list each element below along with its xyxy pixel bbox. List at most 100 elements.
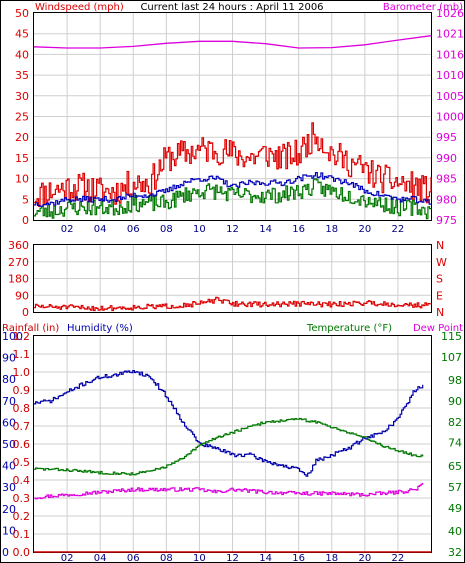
y-tick-label-rainfall: 0.1	[13, 528, 31, 541]
y-tick-label-rainfall: 0.4	[13, 474, 31, 487]
x-tick-label: 18	[325, 553, 338, 563]
y-tick-label-temperature: 90	[448, 395, 462, 408]
y-tick-label-barometer: 980	[436, 193, 457, 206]
y-tick-label-rainfall: 1.2	[13, 330, 31, 343]
y-tick-label-windspeed: 10	[15, 173, 29, 186]
y-tick-label-barometer: 975	[436, 214, 457, 227]
x-tick-label: 18	[325, 224, 338, 235]
y-tick-label-compass: N	[436, 306, 444, 319]
y-tick-label-windspeed: 30	[15, 90, 29, 103]
y-tick-label-humidity: 30	[2, 481, 16, 494]
y-tick-label-direction: 180	[8, 273, 29, 286]
direction-grid	[34, 245, 431, 312]
series-line-windspeed-lull	[34, 178, 432, 220]
y-tick-label-rainfall: 0.9	[13, 384, 31, 397]
series-line-temperature	[34, 417, 424, 476]
y-tick-label-rainfall: 0.6	[13, 438, 31, 451]
x-tick-label: 14	[259, 224, 272, 235]
y-tick-label-barometer: 1016	[436, 48, 464, 61]
y-tick-label-barometer: 995	[436, 131, 457, 144]
y-tick-label-windspeed: 50	[15, 7, 29, 20]
y-tick-label-barometer: 985	[436, 173, 457, 186]
y-tick-label-barometer: 1010	[436, 69, 464, 82]
x-tick-label: 16	[292, 224, 305, 235]
y-tick-label-windspeed: 40	[15, 48, 29, 61]
y-tick-label-humidity: 10	[2, 524, 16, 537]
x-tick-label: 10	[193, 224, 206, 235]
y-tick-label-barometer: 990	[436, 152, 457, 165]
y-tick-label-humidity: 90	[2, 352, 16, 365]
series-line-barometer	[33, 35, 432, 49]
y-tick-label-temperature: 107	[441, 351, 462, 364]
y-tick-label-windspeed: 15	[15, 152, 29, 165]
y-tick-label-rainfall: 0.7	[13, 420, 31, 433]
x-tick-label: 10	[193, 553, 206, 563]
y-tick-label-barometer: 1021	[436, 28, 464, 41]
y-tick-label-temperature: 40	[448, 525, 462, 538]
y-tick-label-temperature: 57	[448, 481, 462, 494]
series-line-windspeed-gust	[34, 122, 432, 207]
y-tick-label-barometer: 1005	[436, 90, 464, 103]
y-tick-label-windspeed: 0	[22, 214, 29, 227]
y-tick-label-compass: S	[436, 273, 443, 286]
y-tick-label-rainfall: 0.5	[13, 456, 31, 469]
series-line-dew-point	[34, 482, 424, 500]
x-tick-label: 12	[226, 224, 239, 235]
x-tick-label: 08	[160, 224, 173, 235]
rainfall-axis-label: Rainfall (in)	[2, 323, 59, 334]
y-tick-label-direction: 0	[22, 306, 29, 319]
y-tick-label-direction: 360	[8, 239, 29, 252]
y-tick-label-humidity: 50	[2, 438, 16, 451]
y-tick-label-temperature: 98	[448, 374, 462, 387]
x-tick-label: 04	[94, 224, 107, 235]
barometer-axis-label: Barometer (mb)	[383, 2, 463, 13]
series-line-windspeed-average	[34, 172, 432, 207]
x-tick-label: 12	[226, 553, 239, 563]
y-tick-label-temperature: 115	[441, 330, 462, 343]
y-tick-label-rainfall: 0.3	[13, 492, 31, 505]
x-tick-label: 22	[392, 224, 405, 235]
y-tick-label-humidity: 0	[2, 546, 9, 559]
x-tick-label: 20	[358, 553, 371, 563]
x-tick-label: 14	[259, 553, 272, 563]
x-tick-label: 06	[127, 553, 140, 563]
y-tick-label-windspeed: 5	[22, 193, 29, 206]
x-tick-label: 02	[61, 224, 74, 235]
y-tick-label-barometer: 1000	[436, 111, 464, 124]
y-tick-label-direction: 90	[15, 289, 29, 302]
x-tick-label: 02	[61, 553, 74, 563]
y-tick-label-rainfall: 0.0	[13, 546, 31, 559]
y-tick-label-windspeed: 25	[15, 111, 29, 124]
y-tick-label-humidity: 20	[2, 503, 16, 516]
x-tick-label: 06	[127, 224, 140, 235]
y-tick-label-compass: W	[436, 256, 447, 269]
x-tick-label: 20	[358, 224, 371, 235]
humidity-axis-label: Humidity (%)	[67, 323, 133, 334]
y-tick-label-temperature: 65	[448, 460, 462, 473]
y-tick-label-barometer: 1026	[436, 7, 464, 20]
y-tick-label-windspeed: 20	[15, 131, 29, 144]
y-tick-label-direction: 270	[8, 256, 29, 269]
dewpoint-axis-label: Dew Point	[413, 323, 463, 334]
y-tick-label-humidity: 70	[2, 395, 16, 408]
y-tick-label-rainfall: 0.8	[13, 402, 31, 415]
y-tick-label-compass: E	[436, 289, 443, 302]
x-tick-label: 16	[292, 553, 305, 563]
rain-humidity-temperature-series	[34, 370, 431, 553]
y-tick-label-windspeed: 35	[15, 69, 29, 82]
y-tick-label-humidity: 100	[2, 330, 23, 343]
x-tick-label: 22	[392, 553, 405, 563]
y-tick-label-windspeed: 45	[15, 28, 29, 41]
x-tick-label: 04	[94, 553, 107, 563]
y-tick-label-rainfall: 0.2	[13, 510, 31, 523]
y-tick-label-temperature: 74	[448, 437, 462, 450]
x-tick-label: 08	[160, 553, 173, 563]
y-tick-label-compass: N	[436, 239, 444, 252]
y-tick-label-humidity: 60	[2, 416, 16, 429]
rain-humidity-temperature-grid	[34, 336, 431, 552]
series-line-wind-direction	[34, 296, 432, 312]
y-tick-label-temperature: 82	[448, 416, 462, 429]
y-tick-label-humidity: 80	[2, 373, 16, 386]
axis-ticks: 0510152025303540455097598098599099510001…	[2, 7, 464, 563]
